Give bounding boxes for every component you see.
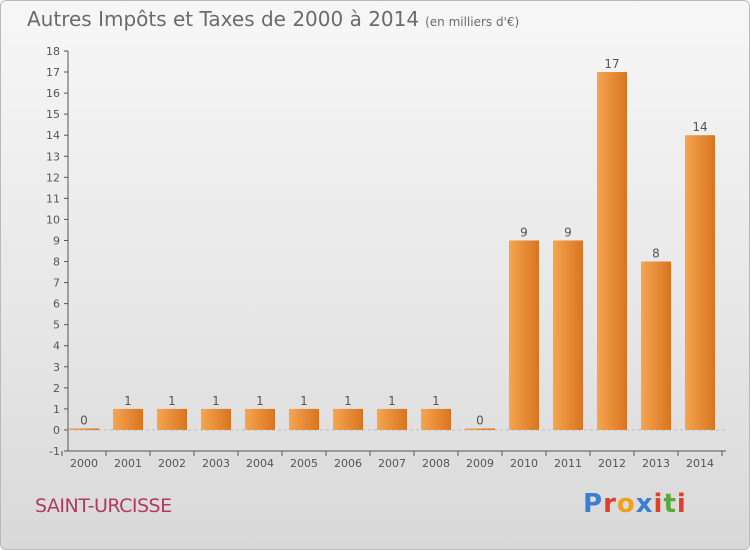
bar-2004[interactable] — [245, 408, 275, 430]
y-tick-label: 18 — [46, 45, 60, 58]
x-tick-label: 2003 — [202, 457, 230, 470]
bar-2009[interactable] — [465, 428, 495, 430]
bar-2007[interactable] — [377, 408, 407, 430]
y-tick-label: 6 — [53, 298, 60, 311]
x-tick-label: 2005 — [290, 457, 318, 470]
data-label: 1 — [432, 394, 440, 408]
bar-2010[interactable] — [509, 240, 539, 430]
y-tick-label: 1 — [53, 403, 60, 416]
data-label: 1 — [300, 394, 308, 408]
data-label: 1 — [124, 394, 132, 408]
data-label: 9 — [520, 225, 528, 239]
x-tick-label: 2007 — [378, 457, 406, 470]
data-label: 14 — [692, 120, 707, 134]
data-label: 9 — [564, 225, 572, 239]
chart-title-text: Autres Impôts et Taxes de 2000 à 2014 — [27, 7, 420, 31]
y-tick-label: 9 — [53, 234, 60, 247]
bar-2005[interactable] — [289, 408, 319, 430]
y-tick-label: 15 — [46, 108, 60, 121]
data-label: 1 — [388, 394, 396, 408]
y-tick-label: 7 — [53, 277, 60, 290]
x-tick-label: 2004 — [246, 457, 274, 470]
logo-letter: t — [663, 489, 677, 519]
y-tick-label: 8 — [53, 256, 60, 269]
bar-2001[interactable] — [113, 408, 143, 430]
y-tick-label: 17 — [46, 66, 60, 79]
y-tick-label: -1 — [49, 445, 60, 458]
data-label: 1 — [344, 394, 352, 408]
y-tick-label: 12 — [46, 171, 60, 184]
data-label: 8 — [652, 247, 660, 261]
logo-letter: r — [603, 489, 617, 519]
chart-title: Autres Impôts et Taxes de 2000 à 2014 (en… — [27, 7, 519, 31]
bar-2011[interactable] — [553, 240, 583, 430]
bar-2008[interactable] — [421, 408, 451, 430]
y-tick-label: 10 — [46, 213, 60, 226]
logo-letter: i — [653, 489, 664, 519]
x-tick-label: 2014 — [686, 457, 714, 470]
data-label: 17 — [604, 57, 619, 71]
x-tick-label: 2009 — [466, 457, 494, 470]
logo-letter: i — [676, 489, 687, 519]
data-label: 1 — [212, 394, 220, 408]
bar-2003[interactable] — [201, 408, 231, 430]
data-label: 1 — [168, 394, 176, 408]
x-tick-label: 2012 — [598, 457, 626, 470]
bar-2013[interactable] — [641, 261, 671, 430]
y-tick-label: 11 — [46, 192, 60, 205]
data-label: 1 — [256, 394, 264, 408]
y-tick-label: 13 — [46, 150, 60, 163]
place-name: SAINT-URCISSE — [35, 495, 172, 517]
y-tick-label: 2 — [53, 382, 60, 395]
chart-labels: 2000 0 2001 1 2002 1 2003 1 2004 1 2005 1 2006 1 2007 1… — [70, 57, 714, 470]
chart-unit: (en milliers d'€) — [425, 15, 520, 29]
x-tick-label: 2011 — [554, 457, 582, 470]
x-tick-label: 2013 — [642, 457, 670, 470]
logo-letter: x — [635, 489, 654, 519]
bar-2014[interactable] — [685, 135, 715, 430]
chart-bars — [69, 72, 715, 430]
logo-letter: o — [616, 489, 636, 519]
y-tick-label: 0 — [53, 424, 60, 437]
bar-2012[interactable] — [597, 72, 627, 430]
y-tick-label: 16 — [46, 87, 60, 100]
x-tick-label: 2010 — [510, 457, 538, 470]
x-tick-label: 2000 — [70, 457, 98, 470]
x-tick-label: 2008 — [422, 457, 450, 470]
bar-2006[interactable] — [333, 408, 363, 430]
y-tick-label: 3 — [53, 361, 60, 374]
x-tick-label: 2001 — [114, 457, 142, 470]
x-tick-label: 2006 — [334, 457, 362, 470]
data-label: 0 — [476, 413, 484, 427]
y-tick-label: 5 — [53, 319, 60, 332]
data-label: 0 — [80, 413, 88, 427]
y-tick-label: 4 — [53, 340, 60, 353]
y-tick-label: 14 — [46, 129, 60, 142]
x-tick-label: 2002 — [158, 457, 186, 470]
bar-2000[interactable] — [69, 428, 99, 430]
proxiti-logo[interactable]: Proxiti — [583, 489, 687, 519]
bar-2002[interactable] — [157, 408, 187, 430]
logo-letter: P — [583, 489, 604, 519]
